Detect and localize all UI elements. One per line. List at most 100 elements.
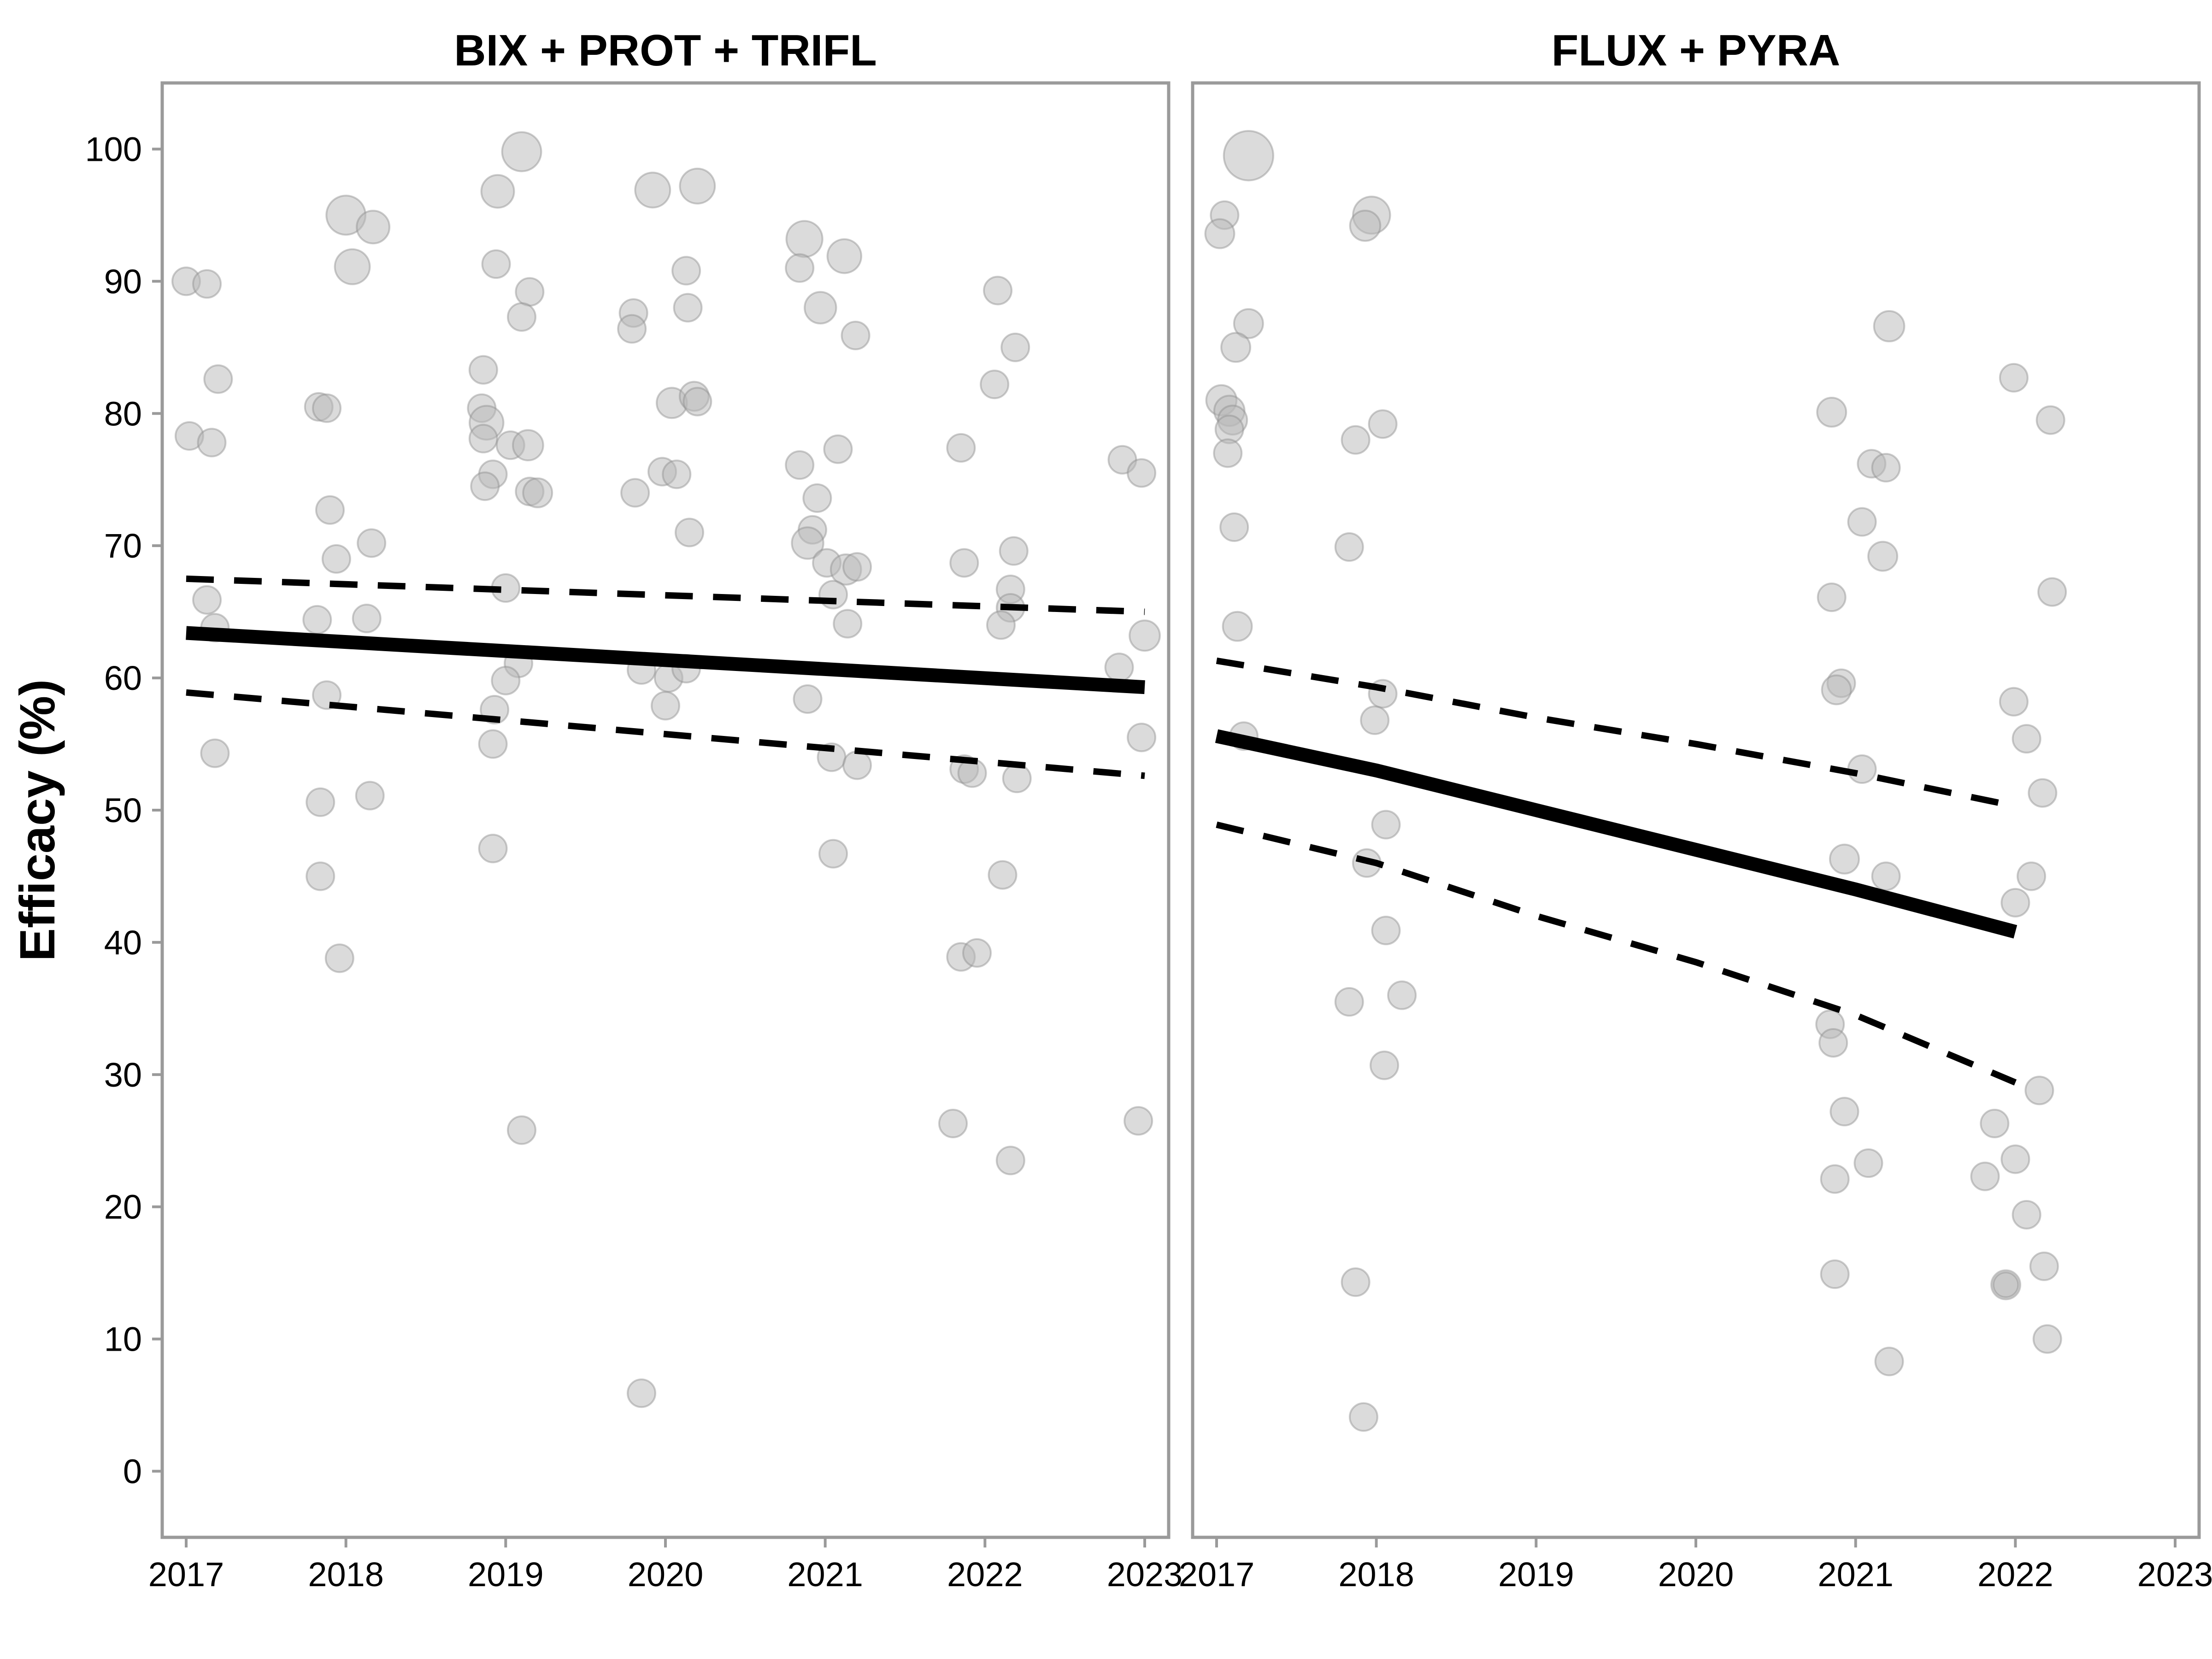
y-tick-label: 70 [104,527,142,565]
data-point [522,477,553,508]
data-point [334,248,371,285]
data-point [321,544,351,574]
x-tick-label: 2017 [148,1555,224,1594]
data-point [1970,1161,2000,1191]
data-point [1348,1402,1378,1432]
data-point [1222,611,1253,642]
data-point [1820,1164,1850,1194]
data-point [302,605,332,635]
data-point [515,277,545,307]
data-point [842,552,872,582]
data-point [1829,843,1860,875]
data-point [468,355,498,385]
data-point [793,684,823,714]
data-point [2000,1144,2030,1174]
data-point [1341,425,1371,455]
data-point [1219,512,1249,542]
data-point [662,459,692,489]
fit-line [186,626,1145,694]
data-points [171,131,1161,1408]
data-point [1820,1259,1850,1289]
x-tick-label: 2020 [628,1555,704,1594]
data-point [1371,916,1401,946]
data-point [1816,396,1847,428]
data-point [1830,1097,1859,1127]
data-point [1223,130,1274,182]
data-point [478,729,508,759]
panel-title: FLUX + PYRA [1552,26,1841,75]
data-point [946,433,976,463]
data-point [980,370,1010,400]
x-tick-label: 2020 [1658,1555,1734,1594]
data-point [1360,705,1390,735]
data-point [617,314,647,344]
data-point [203,364,233,394]
data-point [2012,1200,2041,1230]
data-point [197,428,227,458]
data-point [470,471,500,501]
data-point [1002,764,1032,794]
data-point [468,424,498,453]
data-point [2000,888,2030,918]
data-point [1127,458,1157,488]
data-point [1220,332,1252,363]
data-point [324,943,354,973]
data-point [1233,308,1264,339]
data-point [1818,1028,1848,1058]
y-tick-label: 10 [104,1320,142,1359]
data-point [999,536,1029,566]
data-point [478,834,508,864]
data-point [620,478,650,508]
data-point [501,131,542,172]
data-point [312,393,342,423]
panel-title: BIX + PROT + TRIFL [454,26,877,75]
data-point [2024,1076,2054,1106]
x-tick-label: 2021 [787,1555,863,1594]
fit-line [1215,729,2018,939]
data-point [1873,310,1906,342]
data-point [791,526,824,560]
data-point [627,1378,656,1408]
data-point [986,610,1016,640]
data-point [842,750,872,780]
data-point [2036,405,2065,435]
data-point [634,171,671,209]
data-point [679,167,716,205]
x-tick-label: 2019 [468,1555,544,1594]
data-point [2017,861,2046,891]
data-point [1349,209,1382,242]
x-tick-label: 2017 [1179,1555,1255,1594]
data-point [826,238,863,274]
data-point [2012,724,2041,754]
data-point [1980,1108,2010,1138]
y-axis-title: Efficacy (%) [9,679,65,961]
data-point [651,691,680,721]
data-point [1204,218,1235,249]
data-point [671,256,701,286]
data-point [356,210,391,245]
data-point [1370,1050,1399,1080]
data-point [675,518,704,547]
data-point [1817,582,1847,612]
data-point [1213,438,1243,468]
data-point [1104,653,1134,682]
data-point [785,220,824,258]
x-tick-label: 2021 [1818,1555,1894,1594]
data-point [1341,1267,1371,1297]
data-point [1000,332,1030,362]
x-tick-label: 2018 [1338,1555,1414,1594]
ci-upper-line [186,575,1145,615]
data-point [988,860,1018,890]
data-point [938,1108,968,1138]
ci-lower-line [186,689,1145,779]
data-point [962,938,992,968]
y-tick-label: 20 [104,1188,142,1226]
data-point [1129,619,1161,652]
data-point [357,528,387,558]
data-point [1847,754,1877,784]
data-point [1999,363,2029,393]
data-point [315,495,345,525]
y-tick-label: 100 [85,130,142,168]
data-point [491,665,521,695]
data-point [192,585,222,615]
